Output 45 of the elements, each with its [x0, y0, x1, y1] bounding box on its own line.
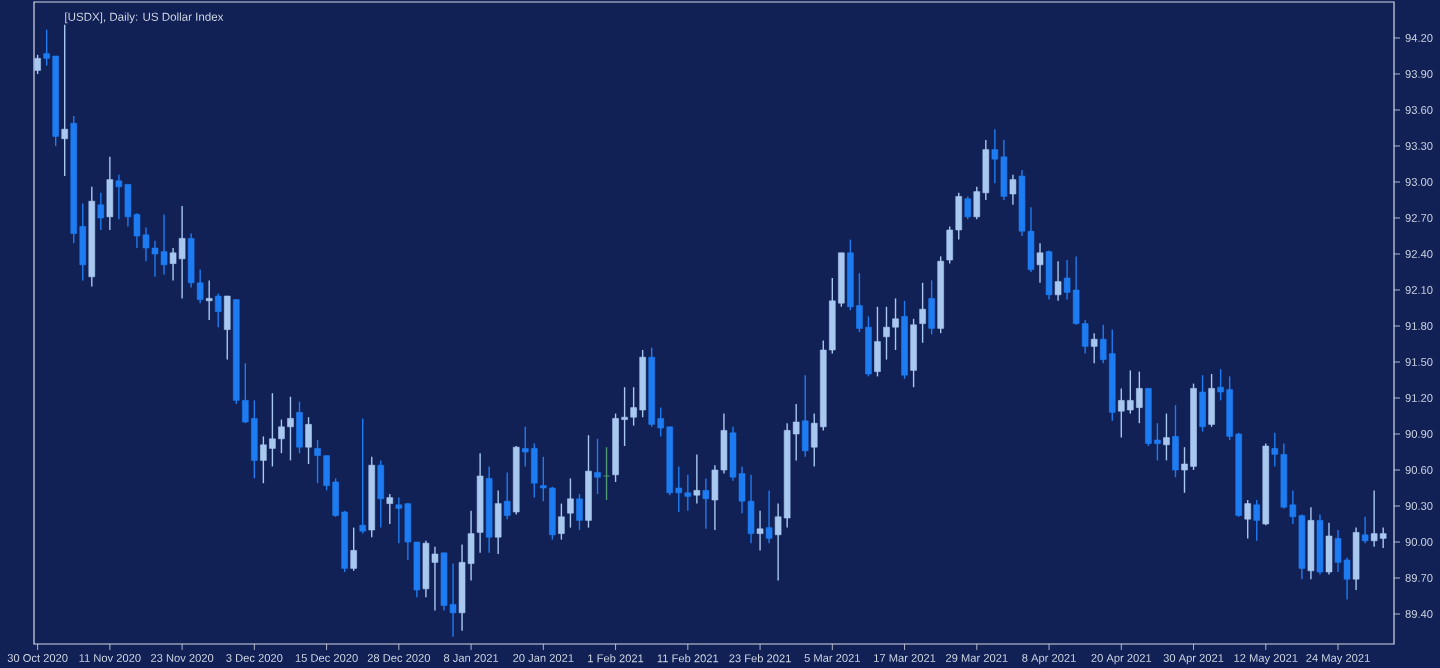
- candlestick: [1244, 499, 1251, 540]
- candlestick: [919, 282, 926, 344]
- candlestick: [702, 477, 710, 530]
- candlestick: [34, 54, 41, 75]
- candlestick: [1054, 260, 1062, 302]
- candlestick: [386, 493, 394, 525]
- candlestick: [106, 156, 114, 231]
- candlestick: [1253, 499, 1261, 542]
- candlestick: [558, 502, 565, 541]
- candlestick: [377, 459, 385, 529]
- candlestick: [910, 318, 917, 388]
- candlestick: [756, 510, 764, 552]
- candlestick: [296, 400, 303, 454]
- candlestick: [1045, 249, 1053, 301]
- candlestick: [503, 471, 511, 520]
- candlestick: [576, 493, 583, 531]
- candlestick: [305, 416, 312, 465]
- candlestick: [350, 526, 357, 572]
- candlestick: [1009, 174, 1017, 206]
- candlestick: [1361, 516, 1369, 544]
- candlestick: [603, 446, 610, 501]
- candlestick: [494, 489, 502, 555]
- candlestick: [359, 417, 366, 535]
- candlestick: [1036, 242, 1044, 284]
- candlestick: [693, 453, 701, 505]
- candlestick: [1172, 404, 1179, 478]
- candlestick: [1352, 526, 1360, 591]
- candlestick: [1163, 412, 1170, 462]
- candlestick: [874, 306, 881, 378]
- candlestick: [205, 279, 213, 321]
- candlestick: [97, 192, 105, 231]
- candlestick: [1325, 522, 1333, 576]
- candlestick: [1208, 373, 1215, 428]
- candlestick: [765, 489, 773, 544]
- candlestick: [223, 295, 231, 361]
- candlestick: [61, 24, 68, 177]
- candlestick: [1199, 374, 1206, 433]
- candlestick: [928, 279, 935, 336]
- candlestick: [594, 438, 601, 495]
- candlestick: [1379, 526, 1387, 549]
- candlestick: [964, 195, 972, 220]
- candlestick: [214, 292, 222, 328]
- candlestick: [801, 374, 809, 458]
- candlestick: [1090, 332, 1098, 364]
- candlestick: [567, 477, 574, 529]
